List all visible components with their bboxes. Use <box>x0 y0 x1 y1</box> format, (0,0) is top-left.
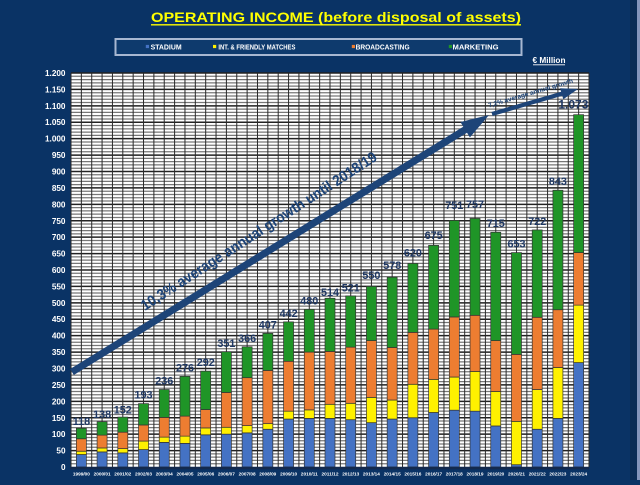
svg-text:578: 578 <box>383 260 401 272</box>
svg-text:250: 250 <box>52 381 66 390</box>
svg-text:0: 0 <box>61 463 66 472</box>
svg-text:521: 521 <box>342 282 360 294</box>
svg-text:2001/02: 2001/02 <box>114 471 131 477</box>
svg-text:INT. & FRIENDLY MATCHES: INT. & FRIENDLY MATCHES <box>218 43 295 52</box>
svg-text:1.200: 1.200 <box>45 69 66 78</box>
svg-text:152: 152 <box>114 405 132 417</box>
svg-text:193: 193 <box>134 390 152 402</box>
svg-text:2017/18: 2017/18 <box>446 471 463 477</box>
svg-text:MARKETING: MARKETING <box>453 43 499 52</box>
svg-text:300: 300 <box>52 365 66 374</box>
svg-text:722: 722 <box>528 216 546 228</box>
svg-text:1.000: 1.000 <box>45 135 66 144</box>
svg-text:620: 620 <box>404 247 422 259</box>
svg-text:OPERATING INCOME (before dispo: OPERATING INCOME (before disposal of ass… <box>151 10 521 26</box>
svg-text:2014/15: 2014/15 <box>384 471 401 477</box>
svg-text:757: 757 <box>466 199 484 211</box>
svg-text:2020/21: 2020/21 <box>508 471 525 477</box>
svg-text:1.073: 1.073 <box>558 97 588 111</box>
svg-text:2005/06: 2005/06 <box>197 471 214 477</box>
svg-text:950: 950 <box>52 151 66 160</box>
svg-text:843: 843 <box>549 176 567 188</box>
svg-text:50: 50 <box>56 447 66 456</box>
svg-text:715: 715 <box>487 218 505 230</box>
svg-text:118: 118 <box>73 416 90 428</box>
svg-text:BROADCASTING: BROADCASTING <box>356 43 410 52</box>
svg-text:366: 366 <box>238 333 256 345</box>
svg-text:2009/10: 2009/10 <box>280 471 297 477</box>
svg-text:2003/04: 2003/04 <box>156 471 173 477</box>
svg-text:700: 700 <box>52 233 66 242</box>
svg-text:STADIUM: STADIUM <box>151 43 182 52</box>
svg-text:150: 150 <box>52 414 66 423</box>
svg-text:200: 200 <box>52 397 66 406</box>
svg-text:2010/11: 2010/11 <box>301 471 318 477</box>
svg-text:514: 514 <box>321 287 339 299</box>
svg-text:450: 450 <box>52 315 66 324</box>
svg-text:2013/14: 2013/14 <box>363 471 380 477</box>
svg-text:550: 550 <box>362 270 380 282</box>
svg-text:751: 751 <box>445 200 463 212</box>
svg-text:138: 138 <box>93 409 111 421</box>
svg-text:500: 500 <box>52 299 66 308</box>
svg-text:900: 900 <box>52 168 66 177</box>
svg-text:2004/05: 2004/05 <box>177 471 194 477</box>
svg-text:653: 653 <box>507 239 525 251</box>
svg-text:750: 750 <box>52 217 66 226</box>
svg-text:2002/03: 2002/03 <box>135 471 152 477</box>
svg-text:400: 400 <box>52 332 66 341</box>
svg-text:€ Million: € Million <box>533 55 566 65</box>
svg-text:1.050: 1.050 <box>45 118 66 127</box>
svg-text:675: 675 <box>425 230 443 242</box>
svg-text:480: 480 <box>300 295 318 307</box>
svg-text:2012/13: 2012/13 <box>342 471 359 477</box>
svg-text:442: 442 <box>280 308 298 320</box>
svg-text:2008/09: 2008/09 <box>259 471 276 477</box>
svg-text:850: 850 <box>52 184 66 193</box>
svg-text:2016/17: 2016/17 <box>425 471 442 477</box>
svg-text:800: 800 <box>52 200 66 209</box>
svg-text:2007/08: 2007/08 <box>239 471 256 477</box>
svg-text:292: 292 <box>197 357 215 369</box>
svg-text:2011/12: 2011/12 <box>322 471 339 477</box>
svg-text:100: 100 <box>52 430 66 439</box>
svg-text:2006/07: 2006/07 <box>218 471 235 477</box>
svg-text:351: 351 <box>217 338 235 350</box>
svg-text:236: 236 <box>155 376 173 388</box>
svg-text:276: 276 <box>176 362 194 374</box>
svg-text:650: 650 <box>52 250 66 259</box>
svg-text:1999/00: 1999/00 <box>73 471 90 477</box>
svg-text:2015/16: 2015/16 <box>404 471 421 477</box>
svg-text:2022/23: 2022/23 <box>549 471 566 477</box>
svg-text:600: 600 <box>52 266 66 275</box>
svg-text:1.150: 1.150 <box>45 85 66 94</box>
svg-text:350: 350 <box>52 348 66 357</box>
svg-text:407: 407 <box>259 319 277 331</box>
svg-text:1.100: 1.100 <box>45 102 66 111</box>
svg-text:2023/24: 2023/24 <box>570 471 587 477</box>
svg-text:2021/22: 2021/22 <box>529 471 546 477</box>
svg-text:2019/20: 2019/20 <box>487 471 504 477</box>
svg-text:550: 550 <box>52 282 66 291</box>
svg-text:2000/01: 2000/01 <box>94 471 111 477</box>
svg-text:2018/19: 2018/19 <box>467 471 484 477</box>
